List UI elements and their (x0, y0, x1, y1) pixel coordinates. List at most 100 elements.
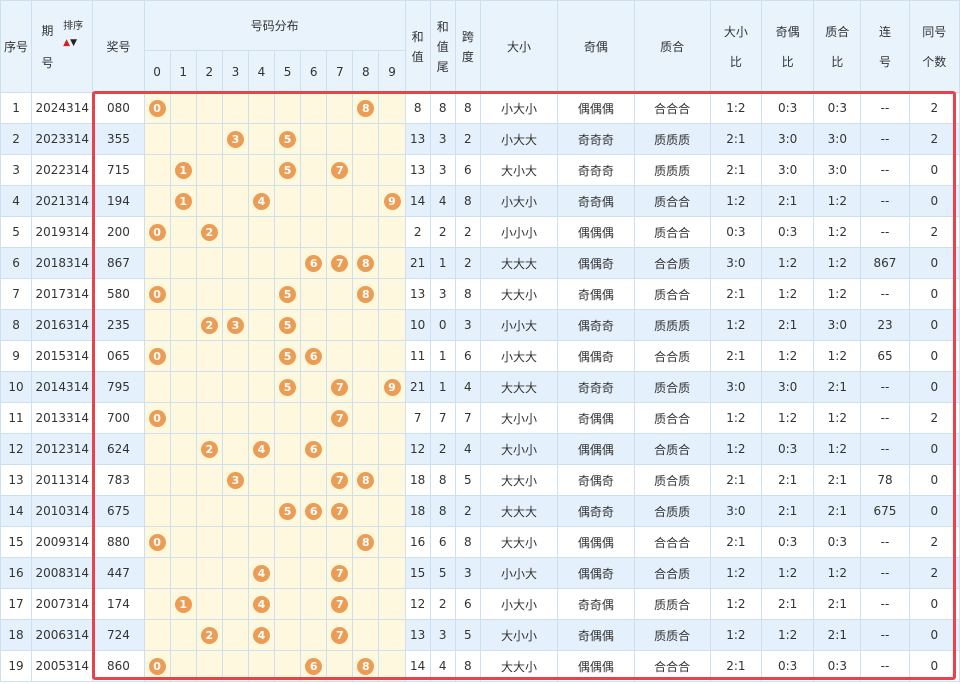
cell-period: 2024314 (31, 92, 94, 124)
cell-sum: 15 (404, 557, 431, 589)
cell-sum: 13 (404, 619, 431, 651)
cell-distribution (300, 309, 328, 341)
cell-parity-ratio: 0:3 (760, 92, 815, 124)
cell-distribution (195, 495, 223, 527)
cell-distribution (221, 650, 249, 682)
cell-distribution (274, 185, 302, 217)
cell-distribution (378, 526, 406, 558)
cell-distribution (247, 650, 276, 682)
number-ball: 7 (331, 378, 349, 396)
cell-span: 4 (454, 433, 481, 465)
cell-parity: 偶奇奇 (557, 309, 635, 341)
cell-parity: 奇奇奇 (557, 371, 635, 403)
cell-prize: 235 (92, 309, 145, 341)
cell-period: 2023314 (31, 123, 94, 155)
cell-distribution (326, 309, 354, 341)
cell-distribution (378, 123, 406, 155)
number-ball: 5 (279, 285, 297, 303)
cell-distribution (195, 464, 223, 496)
cell-size: 大大小 (479, 464, 559, 496)
cell-prime: 合合合 (633, 526, 711, 558)
number-ball: 7 (331, 471, 349, 489)
cell-distribution (143, 495, 171, 527)
number-ball: 7 (331, 409, 349, 427)
cell-distribution (195, 588, 223, 620)
number-ball: 2 (200, 223, 218, 241)
cell-prime: 合合质 (633, 247, 711, 279)
cell-distribution (378, 92, 406, 124)
cell-distribution (300, 216, 328, 248)
cell-parity-ratio: 3:0 (760, 154, 815, 186)
header-digit: 1 (169, 50, 197, 93)
number-ball: 1 (174, 595, 192, 613)
cell-parity: 奇偶偶 (557, 619, 635, 651)
cell-parity: 偶偶偶 (557, 433, 635, 465)
cell-distribution (378, 495, 406, 527)
cell-distribution (378, 216, 406, 248)
cell-consecutive: -- (860, 154, 910, 186)
cell-parity-ratio: 3:0 (760, 123, 815, 155)
cell-distribution: 8 (352, 650, 380, 682)
cell-distribution (300, 588, 328, 620)
cell-distribution (274, 588, 302, 620)
table-row: 17 2007314 174 1 4 7 12 2 6 小大小 奇奇偶 质质合 1:2 2:1 2:1 -- 0 (0, 588, 960, 620)
cell-distribution: 7 (326, 154, 354, 186)
cell-distribution (195, 526, 223, 558)
cell-distribution (247, 340, 276, 372)
cell-distribution: 5 (274, 495, 302, 527)
cell-distribution: 3 (221, 309, 249, 341)
cell-distribution (221, 278, 249, 310)
cell-distribution: 7 (326, 588, 354, 620)
cell-sum-tail: 2 (429, 433, 456, 465)
number-ball: 2 (200, 316, 218, 334)
cell-parity-ratio: 1:2 (760, 402, 815, 434)
cell-distribution (326, 123, 354, 155)
cell-sum: 18 (404, 464, 431, 496)
cell-parity-ratio: 0:3 (760, 650, 815, 682)
cell-distribution: 5 (274, 154, 302, 186)
cell-distribution (221, 247, 249, 279)
cell-prime-ratio: 2:1 (813, 371, 862, 403)
cell-distribution (326, 526, 354, 558)
cell-distribution (378, 557, 406, 589)
sort-toggle[interactable]: 排序 ▲▼ (63, 20, 84, 48)
cell-distribution (195, 650, 223, 682)
cell-size-ratio: 3:0 (709, 371, 763, 403)
cell-size-ratio: 2:1 (709, 123, 763, 155)
cell-parity: 奇奇奇 (557, 123, 635, 155)
cell-span: 3 (454, 557, 481, 589)
cell-distribution (221, 154, 249, 186)
cell-span: 6 (454, 588, 481, 620)
sort-down-icon: ▼ (70, 37, 77, 48)
cell-distribution (300, 557, 328, 589)
cell-parity: 奇偶偶 (557, 402, 635, 434)
cell-distribution (169, 619, 197, 651)
cell-prize: 724 (92, 619, 145, 651)
cell-prime-ratio: 0:3 (813, 650, 862, 682)
cell-seq: 5 (0, 216, 33, 248)
cell-prime: 质质合 (633, 588, 711, 620)
header-parity-ratio: 奇偶比 (760, 0, 815, 93)
cell-prize: 355 (92, 123, 145, 155)
cell-sum: 18 (404, 495, 431, 527)
cell-distribution (300, 92, 328, 124)
cell-size: 大大大 (479, 371, 559, 403)
cell-distribution (378, 650, 406, 682)
cell-consecutive: -- (860, 371, 910, 403)
cell-sum-tail: 3 (429, 154, 456, 186)
cell-parity: 偶偶奇 (557, 557, 635, 589)
cell-period: 2014314 (31, 371, 94, 403)
cell-distribution: 4 (247, 433, 276, 465)
header-parity: 奇偶 (557, 0, 635, 93)
cell-span: 8 (454, 278, 481, 310)
cell-distribution (169, 650, 197, 682)
cell-distribution (247, 495, 276, 527)
cell-distribution: 0 (143, 650, 171, 682)
number-ball: 9 (383, 192, 401, 210)
cell-same-count: 0 (908, 154, 960, 186)
cell-size: 大小大 (479, 154, 559, 186)
cell-distribution (326, 185, 354, 217)
cell-parity-ratio: 0:3 (760, 526, 815, 558)
table-row: 2 2023314 355 3 5 13 3 2 小大大 奇奇奇 质质质 2:1 3:0 3:0 -- 2 (0, 123, 960, 155)
cell-span: 3 (454, 309, 481, 341)
